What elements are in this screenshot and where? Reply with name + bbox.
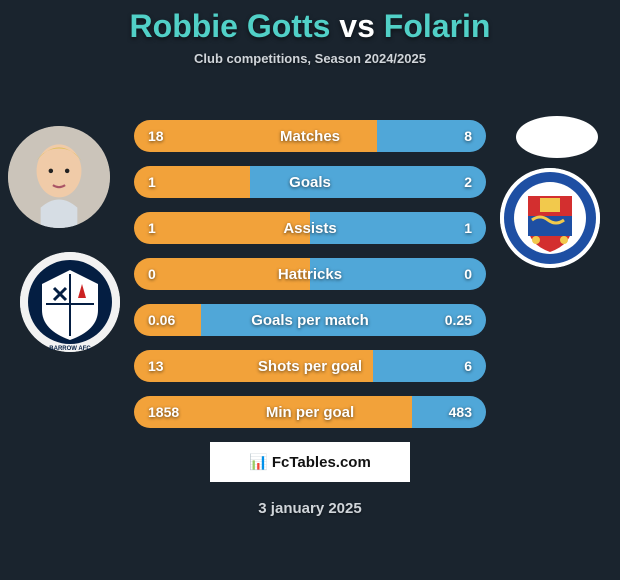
player1-avatar xyxy=(8,126,110,228)
stat-value-left: 18 xyxy=(148,128,164,144)
stat-label: Shots per goal xyxy=(258,358,362,375)
stat-bar: 0 0 Hattricks xyxy=(134,258,486,290)
player2-club-crest xyxy=(500,168,600,268)
vs-text: vs xyxy=(339,8,375,44)
brand-text: FcTables.com xyxy=(272,454,371,471)
stat-value-left: 1 xyxy=(148,220,156,236)
footer-date: 3 january 2025 xyxy=(0,500,620,517)
stat-value-left: 13 xyxy=(148,358,164,374)
svg-text:BARROW AFC: BARROW AFC xyxy=(49,346,91,352)
stat-label: Assists xyxy=(283,220,336,237)
comparison-bars: 18 8 Matches 1 2 Goals 1 1 Assists 0 0 Hattricks 0.0… xyxy=(134,120,486,428)
stat-label: Hattricks xyxy=(278,266,342,283)
stat-bar: 1 2 Goals xyxy=(134,166,486,198)
comparison-title: Robbie Gotts vs Folarin xyxy=(0,0,620,45)
stat-label: Goals per match xyxy=(251,312,369,329)
stat-bar: 1 1 Assists xyxy=(134,212,486,244)
stat-bar: 1858 483 Min per goal xyxy=(134,396,486,428)
stat-bar-right-fill xyxy=(250,166,486,198)
stat-value-right: 8 xyxy=(464,128,472,144)
stat-label: Matches xyxy=(280,128,340,145)
stat-label: Min per goal xyxy=(266,404,354,421)
stat-value-right: 483 xyxy=(449,404,472,420)
stat-value-right: 1 xyxy=(464,220,472,236)
stat-value-left: 0.06 xyxy=(148,312,175,328)
stat-value-left: 0 xyxy=(148,266,156,282)
stat-bar-left-fill xyxy=(134,120,377,152)
player2-avatar xyxy=(516,116,598,158)
stat-value-right: 2 xyxy=(464,174,472,190)
season-subtitle: Club competitions, Season 2024/2025 xyxy=(0,51,620,66)
stat-value-right: 6 xyxy=(464,358,472,374)
player1-club-crest: BARROW AFC xyxy=(20,252,120,352)
stat-value-right: 0 xyxy=(464,266,472,282)
brand-logo: 📊 FcTables.com xyxy=(210,442,410,482)
stat-value-right: 0.25 xyxy=(445,312,472,328)
stat-value-left: 1858 xyxy=(148,404,179,420)
chart-icon: 📊 xyxy=(249,453,268,471)
stat-bar: 18 8 Matches xyxy=(134,120,486,152)
stat-bar: 13 6 Shots per goal xyxy=(134,350,486,382)
player2-name: Folarin xyxy=(384,8,491,44)
player1-name: Robbie Gotts xyxy=(130,8,331,44)
stat-value-left: 1 xyxy=(148,174,156,190)
stat-label: Goals xyxy=(289,174,331,191)
stat-bar: 0.06 0.25 Goals per match xyxy=(134,304,486,336)
